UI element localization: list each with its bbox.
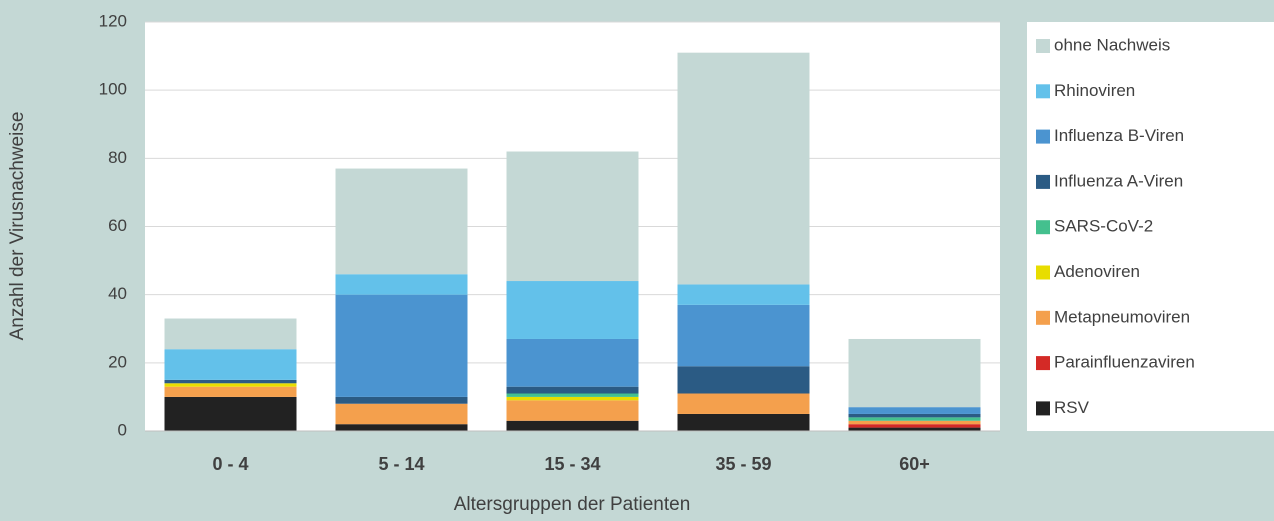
x-tick-label: 35 - 59 xyxy=(715,454,771,474)
legend-label: Parainfluenzaviren xyxy=(1054,353,1195,372)
bar-segment xyxy=(848,417,981,421)
bar-segment xyxy=(677,366,810,394)
bar-segment xyxy=(164,383,297,387)
bar-segment xyxy=(848,407,981,414)
legend-swatch xyxy=(1036,310,1050,325)
bar-segment xyxy=(506,396,639,401)
legend-label: Rhinoviren xyxy=(1054,81,1135,100)
bar-segment xyxy=(677,304,810,367)
legend-label: Metapneumoviren xyxy=(1054,307,1190,326)
legend-label: Influenza A-Viren xyxy=(1054,171,1183,190)
bar-segment xyxy=(335,274,468,295)
bar-segment xyxy=(848,427,981,431)
x-tick-label: 15 - 34 xyxy=(544,454,600,474)
y-tick-label: 100 xyxy=(99,80,127,99)
legend-swatch xyxy=(1036,84,1050,99)
legend-label: RSV xyxy=(1054,398,1090,417)
legend-label: Influenza B-Viren xyxy=(1054,126,1184,145)
x-tick-label: 60+ xyxy=(899,454,930,474)
y-tick-label: 40 xyxy=(108,284,127,303)
bar-segment xyxy=(848,413,981,418)
y-tick-label: 80 xyxy=(108,148,127,167)
legend-label: ohne Nachweis xyxy=(1054,35,1170,54)
y-tick-label: 0 xyxy=(118,420,127,439)
y-tick-label: 60 xyxy=(108,216,127,235)
legend-swatch xyxy=(1036,401,1050,416)
bar-segment xyxy=(164,349,297,380)
legend-swatch xyxy=(1036,174,1050,189)
legend-swatch xyxy=(1036,265,1050,280)
bar-segment xyxy=(848,420,981,425)
bar-segment xyxy=(506,386,639,394)
bar-segment xyxy=(677,413,810,431)
bar-segment xyxy=(164,379,297,384)
bar-segment xyxy=(164,318,297,350)
bar-segment xyxy=(164,386,297,397)
bar-segment xyxy=(335,403,468,425)
bar-segment xyxy=(506,400,639,421)
bar-segment xyxy=(677,52,810,285)
y-tick-label: 20 xyxy=(108,352,127,371)
bar-segment xyxy=(335,396,468,404)
x-axis-title: Altersgruppen der Patienten xyxy=(454,494,691,515)
bar-segment xyxy=(506,338,639,387)
x-tick-label: 0 - 4 xyxy=(212,454,248,474)
bar-segment xyxy=(677,284,810,305)
legend-swatch xyxy=(1036,129,1050,144)
bar-segment xyxy=(848,338,981,408)
legend-box xyxy=(1027,22,1274,431)
legend-swatch xyxy=(1036,39,1050,53)
bar-segment xyxy=(335,294,468,397)
bar-segment xyxy=(677,393,810,414)
legend-swatch xyxy=(1036,356,1050,371)
x-tick-label: 5 - 14 xyxy=(378,454,424,474)
legend-label: SARS-CoV-2 xyxy=(1054,217,1153,236)
bar-segment xyxy=(506,151,639,282)
bar-segment xyxy=(848,424,981,428)
bar-segment xyxy=(335,424,468,431)
y-tick-label: 120 xyxy=(99,11,127,30)
legend-label: Adenoviren xyxy=(1054,262,1140,281)
bar-segment xyxy=(335,168,468,275)
bar-segment xyxy=(506,281,639,339)
bar-segment xyxy=(164,396,297,431)
bar-segment xyxy=(506,420,639,431)
legend-swatch xyxy=(1036,220,1050,235)
bar-segment xyxy=(506,393,639,397)
y-axis-title: Anzahl der Virusnachweise xyxy=(7,112,28,341)
